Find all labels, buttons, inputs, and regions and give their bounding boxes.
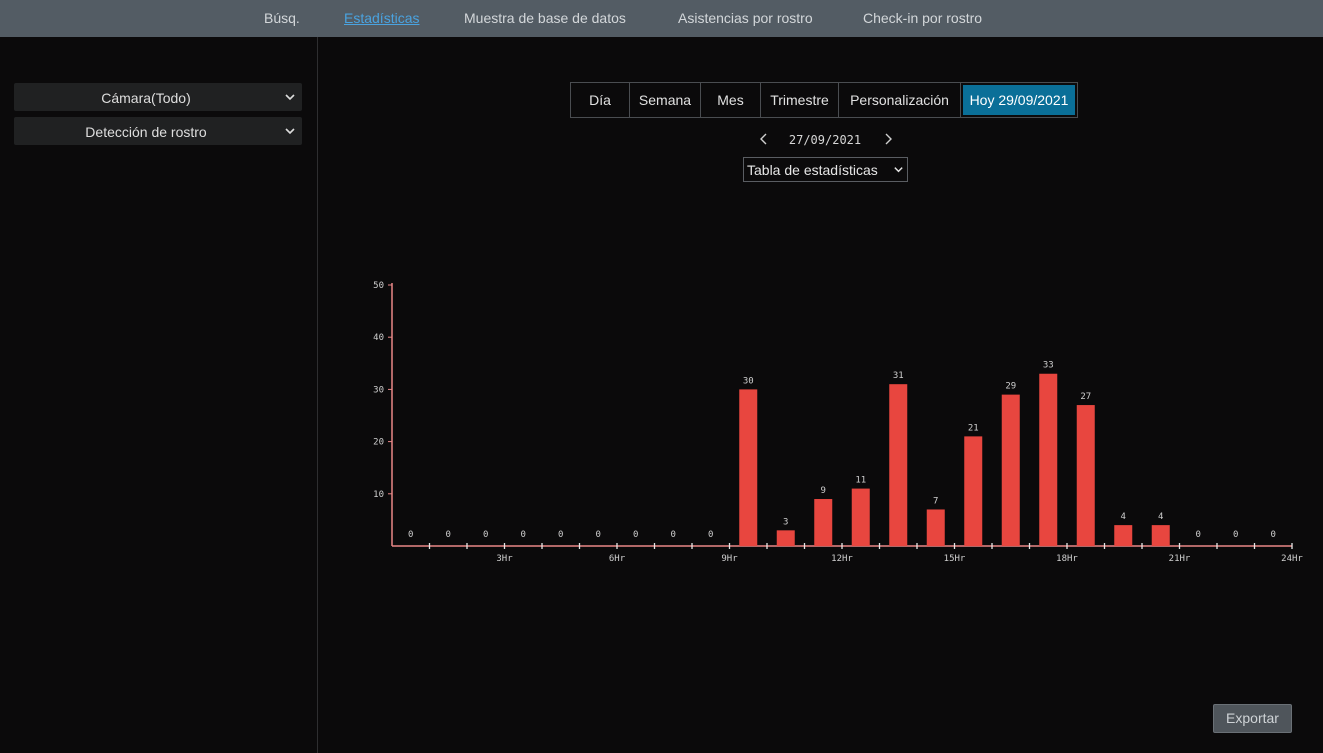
x-tick-label: 15Hr — [944, 554, 966, 564]
period-trimestre[interactable]: Trimestre — [761, 83, 839, 117]
data-label: 7 — [933, 496, 938, 506]
data-label: 0 — [1271, 530, 1276, 540]
chevron-down-icon — [285, 94, 295, 101]
data-label: 0 — [408, 530, 413, 540]
data-label: 0 — [633, 530, 638, 540]
y-tick-label: 40 — [373, 333, 384, 343]
x-tick-label: 21Hr — [1169, 554, 1191, 564]
y-tick-label: 20 — [373, 438, 384, 448]
tab-busq[interactable]: Búsq. — [264, 10, 300, 26]
data-label: 30 — [743, 376, 754, 386]
data-label: 0 — [596, 530, 601, 540]
chevron-down-icon — [894, 167, 903, 173]
current-date: 27/09/2021 — [788, 133, 862, 147]
data-label: 0 — [1196, 530, 1201, 540]
data-label: 33 — [1043, 361, 1054, 371]
top-navigation: Búsq. Estadísticas Muestra de base de da… — [0, 0, 1323, 37]
data-label: 0 — [483, 530, 488, 540]
detection-select-value: Detección de rostro — [85, 124, 207, 140]
tab-asistencias-rostro[interactable]: Asistencias por rostro — [678, 10, 813, 26]
x-tick-label: 18Hr — [1056, 554, 1078, 564]
bar — [1076, 405, 1095, 546]
data-label: 27 — [1080, 392, 1091, 402]
bar — [926, 509, 945, 546]
tab-muestra-base-datos[interactable]: Muestra de base de datos — [464, 10, 626, 26]
data-label: 4 — [1158, 512, 1163, 522]
chevron-down-icon — [285, 128, 295, 135]
x-tick-label: 24Hr — [1281, 554, 1303, 564]
data-label: 21 — [968, 423, 979, 433]
sidebar: Cámara(Todo) Detección de rostro — [0, 37, 318, 753]
data-label: 0 — [446, 530, 451, 540]
data-label: 4 — [1121, 512, 1126, 522]
data-label: 0 — [1233, 530, 1238, 540]
camera-select[interactable]: Cámara(Todo) — [14, 83, 302, 111]
camera-select-value: Cámara(Todo) — [101, 90, 191, 106]
data-label: 0 — [558, 530, 563, 540]
period-personalizacion[interactable]: Personalización — [839, 83, 961, 117]
data-label: 0 — [521, 530, 526, 540]
detection-select[interactable]: Detección de rostro — [14, 117, 302, 145]
bar — [851, 488, 870, 546]
x-tick-label: 6Hr — [609, 554, 626, 564]
chevron-right-icon[interactable] — [881, 131, 895, 147]
y-tick-label: 10 — [373, 490, 384, 500]
data-label: 3 — [783, 517, 788, 527]
x-tick-label: 12Hr — [831, 554, 853, 564]
bar — [1114, 525, 1133, 546]
period-mes[interactable]: Mes — [701, 83, 761, 117]
y-tick-label: 30 — [373, 385, 384, 395]
period-semana[interactable]: Semana — [630, 83, 701, 117]
data-label: 9 — [821, 486, 826, 496]
bar — [776, 530, 795, 546]
chart-type-value: Tabla de estadísticas — [747, 162, 878, 178]
bar — [1001, 394, 1020, 546]
tab-checkin-rostro[interactable]: Check-in por rostro — [863, 10, 983, 26]
y-tick-label: 50 — [373, 281, 384, 291]
export-button[interactable]: Exportar — [1213, 704, 1292, 733]
chevron-left-icon[interactable] — [757, 131, 771, 147]
x-tick-label: 3Hr — [496, 554, 513, 564]
bar — [964, 436, 983, 546]
data-label: 11 — [855, 476, 866, 486]
x-tick-label: 9Hr — [721, 554, 738, 564]
period-selector: Día Semana Mes Trimestre Personalización… — [570, 82, 1078, 118]
bar — [814, 499, 833, 546]
chart-type-select[interactable]: Tabla de estadísticas — [743, 157, 908, 182]
data-label: 29 — [1005, 382, 1016, 392]
bar — [739, 389, 758, 546]
bar — [1039, 373, 1058, 546]
bar — [1151, 525, 1170, 546]
bar — [889, 384, 908, 546]
data-label: 0 — [708, 530, 713, 540]
period-hoy[interactable]: Hoy 29/09/2021 — [963, 85, 1075, 115]
data-label: 0 — [671, 530, 676, 540]
data-label: 31 — [893, 371, 904, 381]
period-dia[interactable]: Día — [571, 83, 630, 117]
tab-estadisticas[interactable]: Estadísticas — [344, 10, 420, 26]
